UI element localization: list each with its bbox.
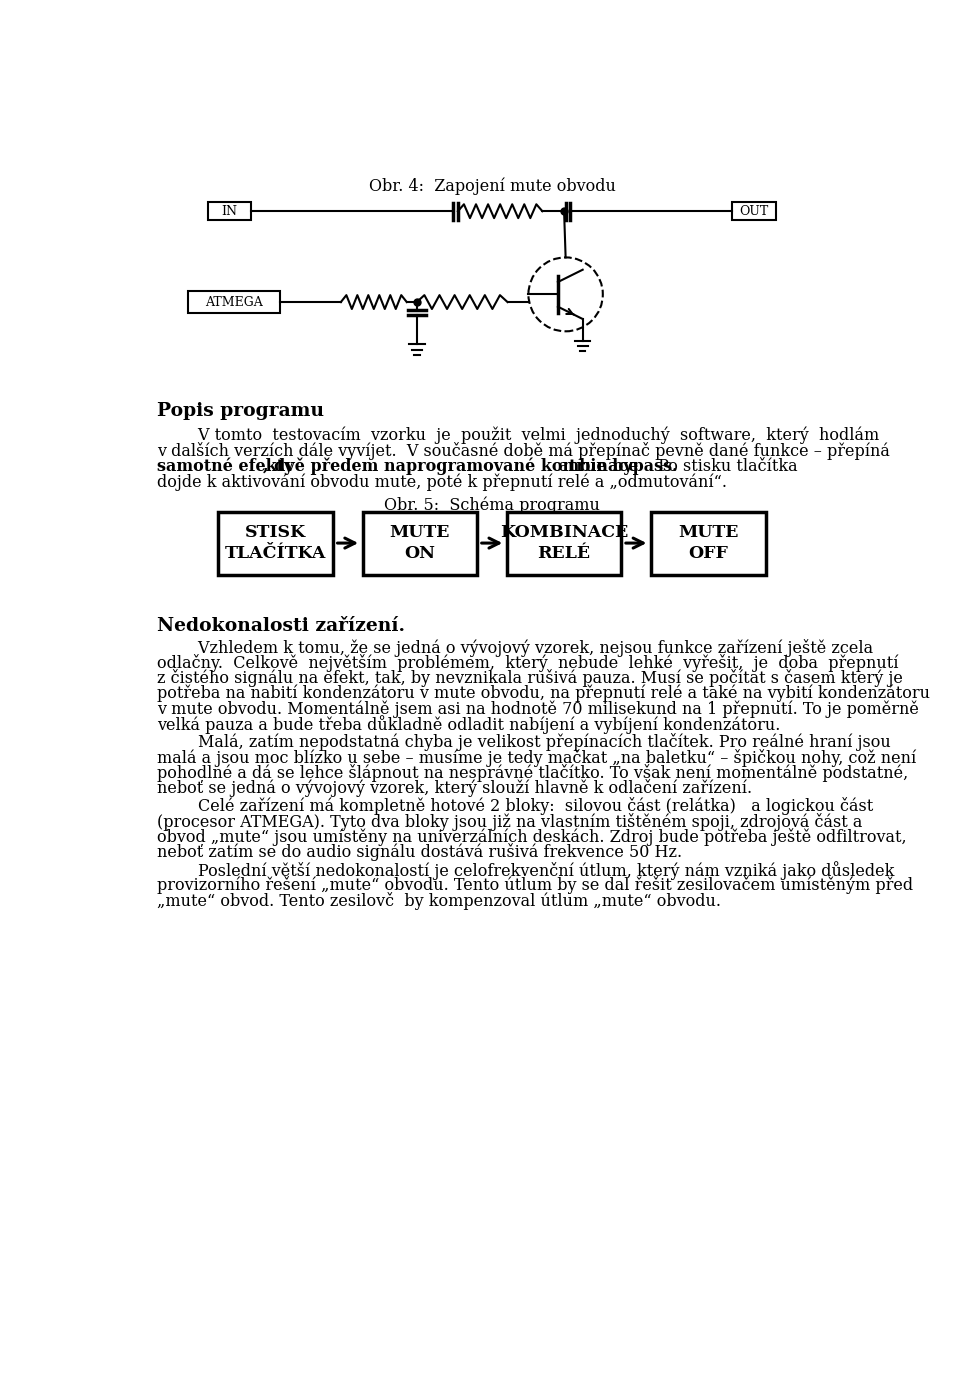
Text: IN: IN	[221, 205, 237, 217]
Text: Celé zařízení má kompletně hotové 2 bloky:  silovou část (relátka)   a logickou : Celé zařízení má kompletně hotové 2 blok…	[157, 798, 874, 815]
Text: a: a	[554, 458, 573, 474]
FancyBboxPatch shape	[363, 512, 477, 575]
FancyBboxPatch shape	[188, 292, 279, 314]
Text: KOMBINACE
RELÉ: KOMBINACE RELÉ	[500, 524, 628, 562]
Text: ATMEGA: ATMEGA	[205, 296, 263, 308]
Text: provizorního řešení „mute“ obvodu. Tento útlum by se dal řešit zesilovаčem umíst: provizorního řešení „mute“ obvodu. Tento…	[157, 876, 913, 895]
FancyBboxPatch shape	[507, 512, 621, 575]
Text: Po stisku tlačítka: Po stisku tlačítka	[653, 458, 798, 474]
Text: OUT: OUT	[739, 205, 769, 217]
Text: , dvě předem naprogramované kombinace: , dvě předem naprogramované kombinace	[263, 458, 638, 476]
Text: neboť se jedná o vývojový vzorek, který slouží hlavně k odlačení zařízení.: neboť se jedná o vývojový vzorek, který …	[157, 780, 753, 797]
Text: MUTE
ON: MUTE ON	[390, 524, 450, 562]
Text: dojde k aktivování obvodu mute, poté k přepnutí relé a „odmutování“.: dojde k aktivování obvodu mute, poté k p…	[157, 473, 728, 491]
Text: „mute“ obvod. Tento zesilovč  by kompenzoval útlum „mute“ obvodu.: „mute“ obvod. Tento zesilovč by kompenzo…	[157, 892, 721, 910]
Text: STISK
TLAČÍTKA: STISK TLAČÍTKA	[225, 524, 326, 562]
Text: Popis programu: Popis programu	[157, 402, 324, 421]
Text: (procesor ATMEGA). Tyto dva bloky jsou již na vlastním tištěném spoji, zdrojová : (procesor ATMEGA). Tyto dva bloky jsou j…	[157, 813, 863, 830]
Text: velká pauza a bude třeba důkladně odladit nabíjení a vybíjení kondenzátoru.: velká pauza a bude třeba důkladně odladi…	[157, 715, 780, 734]
FancyBboxPatch shape	[207, 202, 251, 220]
Text: Nedokonalosti zařízení.: Nedokonalosti zařízení.	[157, 617, 405, 635]
Text: MUTE
OFF: MUTE OFF	[678, 524, 738, 562]
FancyBboxPatch shape	[732, 202, 776, 220]
Text: odlačny.  Celkově  největším  problémem,  který  nebude  lehké  vyřešit,  je  do: odlačny. Celkově největším problémem, kt…	[157, 654, 899, 672]
Text: Malá, zatím nepodstatná chyba je velikost přepínacích tlačítek. Pro reálné hraní: Malá, zatím nepodstatná chyba je velikos…	[157, 733, 891, 751]
FancyBboxPatch shape	[219, 512, 333, 575]
Text: v mute obvodu. Momentálně jsem asi na hodnotě 70 milisekund na 1 přepnutí. To je: v mute obvodu. Momentálně jsem asi na ho…	[157, 700, 919, 718]
Text: potřeba na nabití kondenzátoru v mute obvodu, na přepnutí relé a také na vybití : potřeba na nabití kondenzátoru v mute ob…	[157, 685, 930, 703]
Text: obvod „mute“ jsou umístěny na univerzálních deskách. Zdroj bude potřeba ještě od: obvod „mute“ jsou umístěny na univerzáln…	[157, 828, 907, 846]
Text: Obr. 5:  Schéma programu: Obr. 5: Schéma programu	[384, 496, 600, 514]
Text: V tomto  testovacím  vzorku  je  použit  velmi  jednoduchý  software,  který  ho: V tomto testovacím vzorku je použit velm…	[157, 426, 879, 444]
Text: neboť zatím se do audio signálu dostává rušivá frekvence 50 Hz.: neboť zatím se do audio signálu dostává …	[157, 843, 683, 861]
Text: true bypass.: true bypass.	[569, 458, 678, 474]
Text: v dalších verzích dále vyvíjet.  V současné době má přepínač pevně dané funkce –: v dalších verzích dále vyvíjet. V součas…	[157, 443, 890, 461]
Text: Poslední větší nedokonalostí je celofrekvenční útlum, který nám vzniká jako důsl: Poslední větší nedokonalostí je celofrek…	[157, 861, 895, 880]
Text: samotné efekty: samotné efekty	[157, 458, 294, 476]
Text: pohodlné a dá se lehce šlápnout na nesprávné tlačítko. To však není momentálně p: pohodlné a dá se lehce šlápnout na nespr…	[157, 765, 908, 782]
Text: z čistého signálu na efekt, tak, by nevznikala rušivá pauza. Musí se počítat s č: z čistého signálu na efekt, tak, by nevz…	[157, 670, 903, 688]
FancyBboxPatch shape	[651, 512, 765, 575]
Text: malá a jsou moc blízko u sebe – musíme je tedy mačkat „na baletku“ – špičkou noh: malá a jsou moc blízko u sebe – musíme j…	[157, 748, 917, 767]
Text: Obr. 4:  Zapojení mute obvodu: Obr. 4: Zapojení mute obvodu	[369, 177, 615, 195]
Text: Vzhledem k tomu, že se jedná o vývojový vzorek, nejsou funkce zařízení ještě zce: Vzhledem k tomu, že se jedná o vývojový …	[157, 638, 874, 656]
